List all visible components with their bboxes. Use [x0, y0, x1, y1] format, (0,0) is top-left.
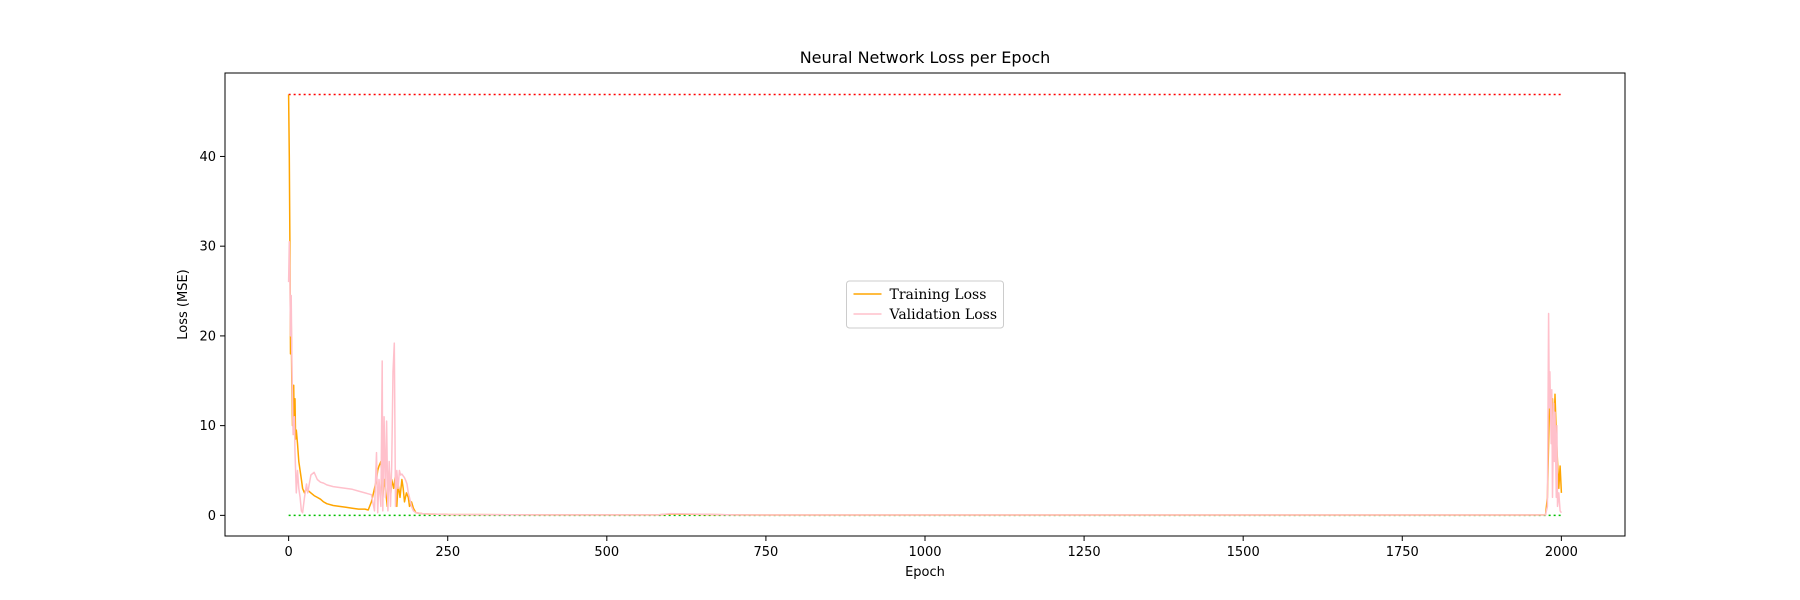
y-tick-label: 40	[199, 150, 216, 165]
y-tick-label: 30	[199, 240, 216, 255]
legend-box	[846, 280, 1004, 329]
chart-title: Neural Network Loss per Epoch	[800, 48, 1051, 67]
x-tick-label: 1750	[1386, 545, 1419, 560]
legend-label: Validation Loss	[889, 307, 998, 323]
y-axis-ticks: 0 10 20 30 40	[199, 150, 225, 524]
x-tick-label: 0	[284, 545, 292, 560]
series-line-validation-loss	[287, 240, 1563, 516]
legend: Training Loss Validation Loss	[846, 280, 1004, 329]
x-axis-label: Epoch	[905, 565, 945, 580]
x-tick-label: 1000	[908, 545, 941, 560]
y-tick-label: 20	[199, 329, 216, 344]
x-tick-label: 500	[594, 545, 619, 560]
x-tick-label: 2000	[1545, 545, 1578, 560]
x-tick-label: 1250	[1068, 545, 1101, 560]
series-lines	[287, 94, 1563, 516]
x-axis-ticks: 0 250 500 750 1000 1250 1500 1750 2000	[284, 536, 1578, 560]
y-axis-label: Loss (MSE)	[176, 269, 191, 339]
x-tick-label: 250	[435, 545, 460, 560]
legend-label: Training Loss	[890, 287, 987, 303]
x-tick-label: 750	[753, 545, 778, 560]
x-tick-label: 1500	[1227, 545, 1260, 560]
y-tick-label: 10	[199, 419, 216, 434]
y-tick-label: 0	[208, 509, 216, 524]
